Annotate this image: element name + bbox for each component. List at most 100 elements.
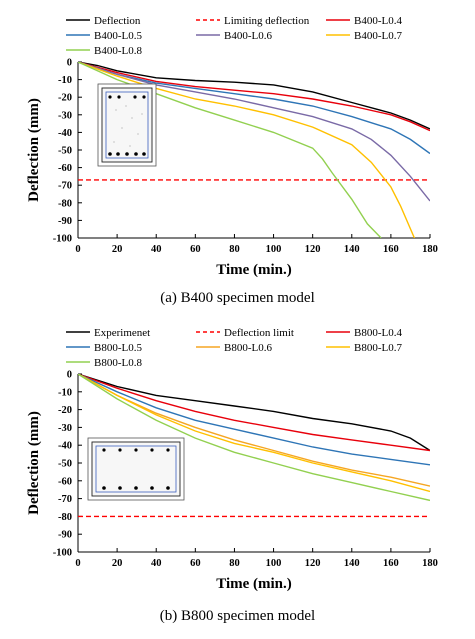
series-line-deflection: [78, 62, 430, 130]
inset-stirrup: [105, 91, 149, 159]
x-tick-label: 0: [75, 558, 80, 569]
inset-rebar-bottom: [108, 152, 112, 156]
legend-item-b800-l0-8: B800-L0.8: [66, 357, 142, 369]
x-tick-label: 40: [151, 244, 162, 255]
series-line-b800-l0-5: [78, 374, 430, 466]
x-tick-label: 160: [383, 244, 399, 255]
caption-b400: (a) B400 specimen model: [160, 290, 315, 306]
inset-aggregate: [115, 109, 117, 111]
legend-label: B400-L0.5: [94, 30, 142, 42]
inset-rebar-bottom: [125, 152, 129, 156]
inset-rebar-bottom: [118, 486, 122, 490]
x-tick-label: 140: [344, 558, 360, 569]
x-tick-label: 20: [112, 558, 123, 569]
y-tick-label: -80: [58, 198, 72, 209]
y-tick-label: 0: [67, 58, 72, 69]
x-tick-label: 120: [305, 558, 321, 569]
x-tick-label: 80: [229, 558, 240, 569]
y-tick-label: -60: [58, 163, 72, 174]
inset-aggregate: [129, 145, 131, 147]
chart-b800: Experimenet Deflection limit B800-L0.4 B800…: [26, 327, 438, 592]
inset-aggregate: [141, 113, 143, 115]
y-tick-label: 0: [67, 370, 72, 381]
x-tick-label: 20: [112, 244, 123, 255]
inset-rebar-top: [102, 448, 106, 452]
legend-item-b800-l0-6: B800-L0.6: [196, 342, 272, 354]
legend-item-deflection: Deflection: [66, 15, 141, 27]
legend-label: B800-L0.6: [224, 342, 272, 354]
inset-rebar-top: [133, 95, 137, 99]
inset-aggregate: [125, 105, 127, 107]
chart-b400: Deflection Limiting deflection B400-L0.4 B4…: [26, 15, 438, 278]
x-tick-label: 40: [151, 558, 162, 569]
y-tick-label: -40: [58, 128, 72, 139]
inset-rebar-top: [142, 95, 146, 99]
inset-aggregate: [131, 117, 133, 119]
x-tick-label: 100: [266, 558, 282, 569]
inset-aggregate: [137, 133, 139, 135]
y-tick-label: -30: [58, 423, 72, 434]
inset-rebar-top: [150, 448, 154, 452]
cross-section-inset: [97, 83, 157, 167]
inset-section: [101, 87, 153, 163]
inset-rebar-top: [108, 95, 112, 99]
legend-label: Limiting deflection: [224, 15, 310, 27]
legend-item-b400-l0-6: B400-L0.6: [196, 30, 272, 42]
y-tick-label: -10: [58, 75, 72, 86]
series-line-b800-l0-4: [78, 374, 430, 452]
series-line-b400-l0-6: [78, 62, 430, 202]
y-tick-label: -90: [58, 216, 72, 227]
cross-section-inset: [87, 437, 185, 501]
inset-rebar-top: [117, 95, 121, 99]
legend-item-experimenet: Experimenet: [66, 327, 150, 339]
legend-label: Experimenet: [94, 327, 150, 339]
y-tick-label: -100: [53, 548, 72, 559]
legend-item-deflection-limit: Deflection limit: [196, 327, 294, 339]
legend-label: B400-L0.8: [94, 45, 142, 57]
y-axis-label: Deflection (mm): [26, 411, 42, 515]
series-line-b800-l0-8: [78, 374, 430, 502]
y-tick-label: -50: [58, 146, 72, 157]
inset-rebar-bottom: [102, 486, 106, 490]
y-tick-label: -10: [58, 387, 72, 398]
x-axis-label: Time (min.): [216, 576, 292, 592]
x-tick-label: 80: [229, 244, 240, 255]
y-axis-label: Deflection (mm): [26, 98, 42, 202]
y-tick-label: -70: [58, 494, 72, 505]
inset-rebar-bottom: [142, 152, 146, 156]
inset-aggregate: [121, 127, 123, 129]
series-line-b800-l0-7: [78, 374, 430, 493]
inset-stirrup: [95, 445, 177, 493]
series-line-experimenet: [78, 374, 430, 452]
x-tick-label: 140: [344, 244, 360, 255]
x-tick-label: 100: [266, 244, 282, 255]
inset-rebar-bottom: [150, 486, 154, 490]
inset-rebar-bottom: [116, 152, 120, 156]
x-tick-label: 160: [383, 558, 399, 569]
y-tick-label: -20: [58, 93, 72, 104]
inset-rebar-bottom: [134, 152, 138, 156]
legend-label: B400-L0.6: [224, 30, 272, 42]
series-line-b400-l0-5: [78, 62, 430, 155]
legend-label: B400-L0.4: [354, 15, 402, 27]
y-tick-label: -60: [58, 476, 72, 487]
caption-b800: (b) B800 specimen model: [159, 608, 316, 624]
inset-rebar-top: [118, 448, 122, 452]
legend-label: B800-L0.7: [354, 342, 402, 354]
legend-label: B800-L0.8: [94, 357, 142, 369]
series-line-b400-l0-4: [78, 62, 430, 132]
x-tick-label: 0: [75, 244, 80, 255]
series-line-b800-l0-6: [78, 374, 430, 487]
y-tick-label: -40: [58, 441, 72, 452]
inset-rebar-bottom: [134, 486, 138, 490]
legend-item-b400-l0-7: B400-L0.7: [326, 30, 402, 42]
y-tick-label: -80: [58, 512, 72, 523]
legend-item-b400-l0-4: B400-L0.4: [326, 15, 402, 27]
legend-label: B400-L0.7: [354, 30, 402, 42]
x-tick-label: 60: [190, 558, 201, 569]
legend-item-b400-l0-8: B400-L0.8: [66, 45, 142, 57]
x-tick-label: 120: [305, 244, 321, 255]
legend-item-b800-l0-5: B800-L0.5: [66, 342, 142, 354]
legend-label: Deflection limit: [224, 327, 294, 339]
